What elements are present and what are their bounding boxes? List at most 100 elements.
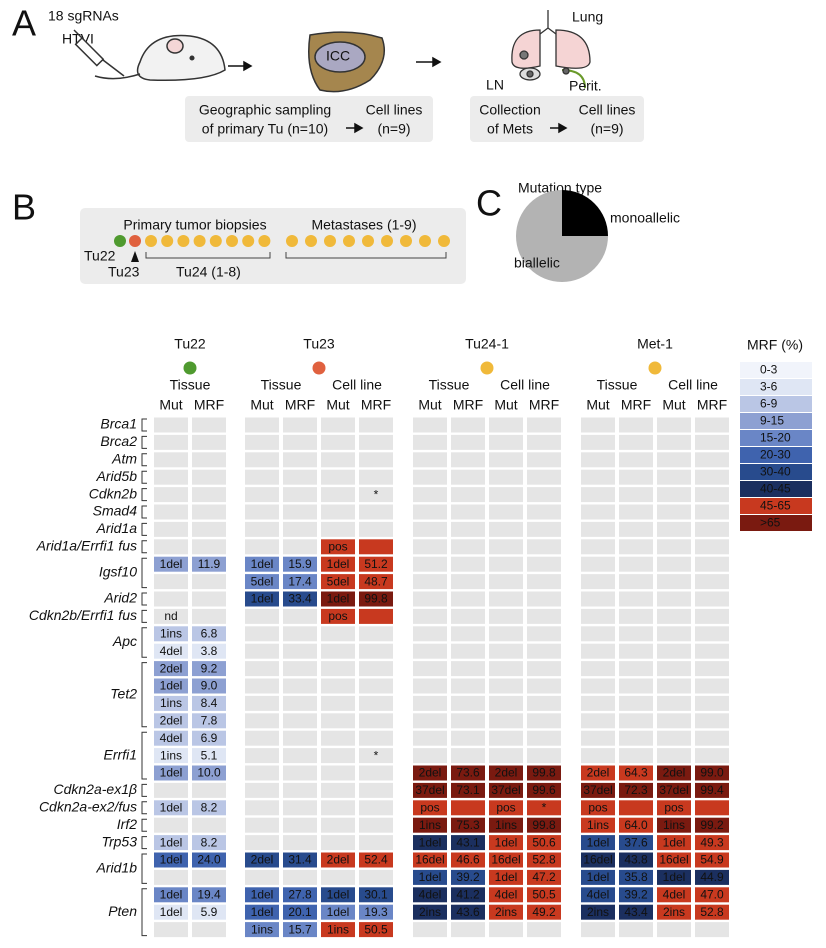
mrf-value: 49.2 xyxy=(532,905,556,919)
legend-swatch xyxy=(740,430,812,446)
syringe xyxy=(73,29,125,77)
cell xyxy=(192,608,226,624)
legend-label: 3-6 xyxy=(760,380,778,394)
cell xyxy=(283,452,317,468)
cell xyxy=(657,452,691,468)
mutation: nd xyxy=(164,609,177,623)
cell xyxy=(245,782,279,798)
cell xyxy=(413,748,447,764)
group-label: Primary tumor biopsies xyxy=(123,217,266,233)
cell xyxy=(581,817,615,833)
cell xyxy=(192,452,226,468)
gene-label: Errfi1 xyxy=(104,746,137,762)
mutation: 2del xyxy=(251,853,274,867)
cell xyxy=(245,504,279,520)
cell xyxy=(359,852,393,868)
cell xyxy=(359,835,393,851)
sample-type: Cell line xyxy=(332,377,382,393)
cell xyxy=(192,852,226,868)
mrf-value: 41.2 xyxy=(456,887,480,901)
cell xyxy=(321,574,355,590)
cell xyxy=(581,434,615,450)
cell xyxy=(192,434,226,450)
mrf-value: 64.0 xyxy=(624,818,648,832)
sample-type: Tissue xyxy=(597,377,638,393)
mrf-value: 9.0 xyxy=(201,679,218,693)
cell xyxy=(192,678,226,694)
mrf-value: * xyxy=(542,800,547,814)
cell xyxy=(283,417,317,433)
gene-bracket xyxy=(141,731,147,780)
caption: Cell lines xyxy=(579,102,636,118)
cell xyxy=(581,574,615,590)
cell xyxy=(527,574,561,590)
cell xyxy=(451,730,485,746)
cell xyxy=(154,765,188,781)
mutation: 4del xyxy=(495,887,518,901)
mutation: pos xyxy=(664,800,683,814)
cell xyxy=(619,417,653,433)
gene-bracket xyxy=(141,505,147,519)
column-label: Mut xyxy=(250,397,273,413)
legend: MRF (%) 0-3 3-6 6-9 9-15 15-20 20-30 30-40 40-45… xyxy=(740,337,812,531)
cell xyxy=(283,800,317,816)
cell xyxy=(321,643,355,659)
cell xyxy=(283,869,317,885)
sample-dot xyxy=(129,235,141,247)
cell xyxy=(283,835,317,851)
sample-group: Met-1 xyxy=(637,336,673,352)
cell xyxy=(695,417,729,433)
cell xyxy=(695,800,729,816)
cell xyxy=(581,556,615,572)
column-label: Mut xyxy=(418,397,441,413)
legend-swatch xyxy=(740,379,812,395)
mrf-value: 48.7 xyxy=(364,574,388,588)
mrf-value: 51.2 xyxy=(364,557,388,571)
cell xyxy=(154,713,188,729)
cell xyxy=(245,835,279,851)
cell xyxy=(489,521,523,537)
mrf-value: 20.1 xyxy=(288,905,312,919)
cell xyxy=(581,661,615,677)
cell xyxy=(283,626,317,642)
cell xyxy=(527,661,561,677)
mrf-value: 49.3 xyxy=(700,835,724,849)
mutation: 4del xyxy=(160,731,183,745)
cell xyxy=(581,904,615,920)
cell xyxy=(413,782,447,798)
caption: Collection xyxy=(479,102,540,118)
cell xyxy=(619,487,653,503)
cell xyxy=(413,817,447,833)
cell xyxy=(245,765,279,781)
sample-dot xyxy=(161,235,174,247)
cell xyxy=(359,452,393,468)
cell xyxy=(619,556,653,572)
cell xyxy=(192,556,226,572)
cell xyxy=(695,434,729,450)
cell xyxy=(321,452,355,468)
cell xyxy=(657,765,691,781)
cell xyxy=(657,504,691,520)
cell xyxy=(489,817,523,833)
cell xyxy=(527,434,561,450)
cell xyxy=(321,661,355,677)
legend-label: >65 xyxy=(760,516,781,530)
gene-bracket xyxy=(141,522,147,536)
gene-bracket xyxy=(141,662,147,728)
cell xyxy=(359,887,393,903)
sample-group: Tu22 xyxy=(174,336,206,352)
cell xyxy=(321,765,355,781)
cell xyxy=(283,469,317,485)
cell xyxy=(283,556,317,572)
tumor-label: Tu23 xyxy=(108,264,140,280)
cell xyxy=(154,417,188,433)
cell xyxy=(192,539,226,555)
cell xyxy=(413,904,447,920)
mrf-value: 39.2 xyxy=(624,887,648,901)
group-dot xyxy=(312,361,326,375)
cell xyxy=(489,800,523,816)
cell xyxy=(657,608,691,624)
cell xyxy=(451,661,485,677)
cell xyxy=(283,539,317,555)
